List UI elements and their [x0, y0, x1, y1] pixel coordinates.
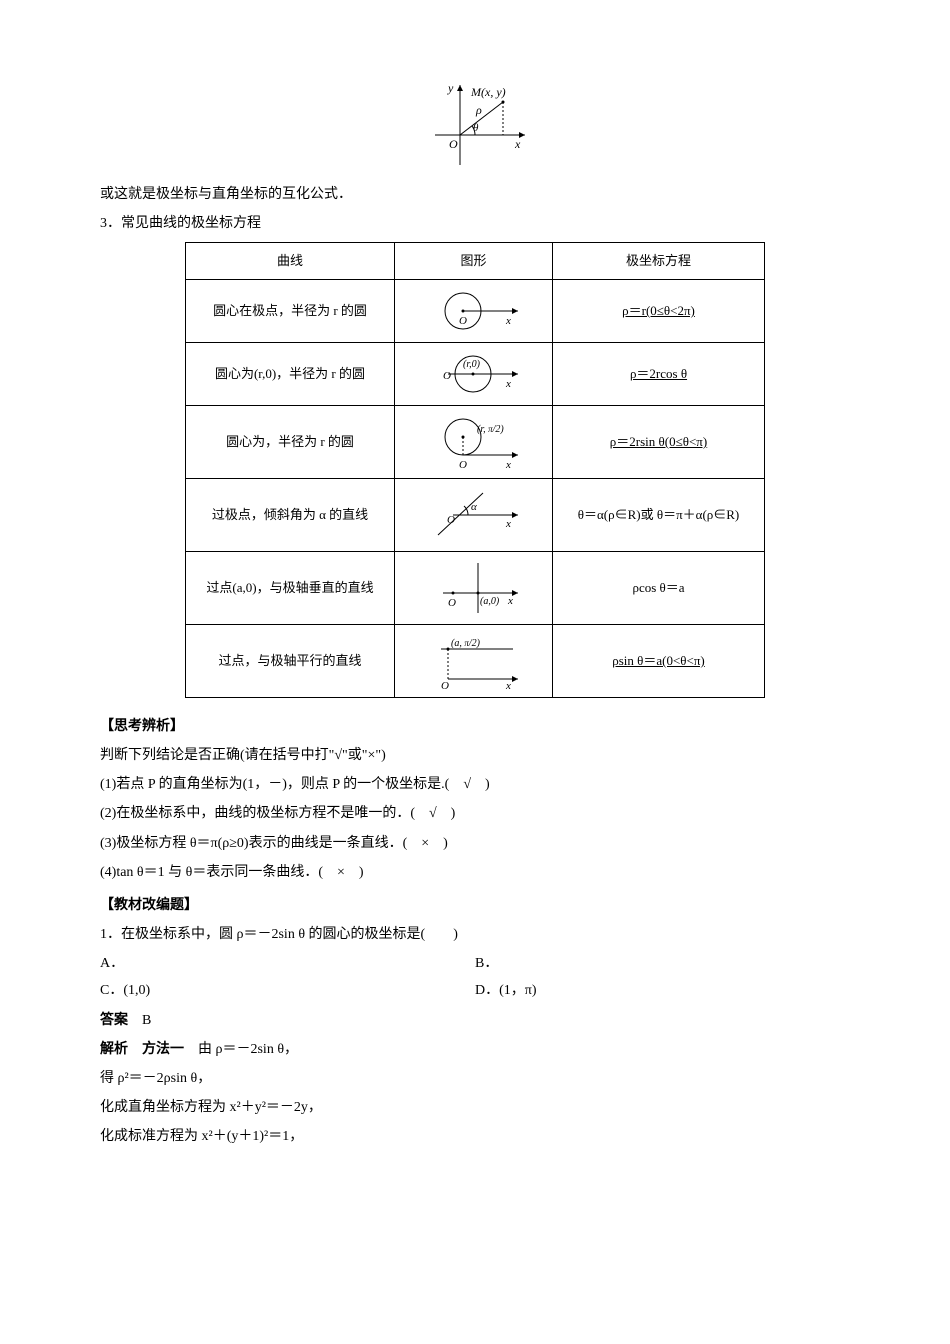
label-M: M(x, y)	[470, 85, 506, 99]
top-figure: M(x, y) ρ θ O x y	[100, 80, 850, 170]
think-item: (1)若点 P 的直角坐标为(1，－)，则点 P 的一个极坐标是.( √ )	[100, 772, 850, 797]
think-item: (4)tan θ＝1 与 θ＝表示同一条曲线．( × )	[100, 860, 850, 885]
choice-row-1: A． B．	[100, 951, 850, 976]
revision-section-title: 【教材改编题】	[100, 893, 850, 918]
table-row: 过极点，倾斜角为 α 的直线 O α x θ＝α(ρ∈R)或 θ＝π＋α(ρ∈R…	[186, 478, 765, 551]
label-y: y	[447, 81, 454, 95]
svg-text:x: x	[505, 518, 511, 530]
horizontal-line-icon: (a, π/2) O x	[423, 631, 523, 691]
table-row: 圆心为，半径为 r 的圆 O (r, π/2) x ρ＝2rsin θ(0≤θ<…	[186, 405, 765, 478]
row-equation: ρ＝2rcos θ	[630, 366, 687, 381]
row-curve-label: 过点，与极轴平行的直线	[218, 653, 361, 668]
circle-at-pole-icon: O x	[423, 286, 523, 336]
svg-text:x: x	[505, 459, 511, 471]
row-curve-label: 圆心为，半径为 r 的圆	[226, 434, 354, 449]
row-equation: ρ＝r(0≤θ<2π)	[622, 303, 695, 318]
svg-text:(a,0): (a,0)	[480, 596, 500, 607]
think-section-title: 【思考辨析】	[100, 714, 850, 739]
svg-text:x: x	[505, 680, 511, 691]
choice-A: A．	[100, 951, 475, 976]
table-row: 过点，与极轴平行的直线 (a, π/2) O x ρsin θ＝a(0<θ<π)	[186, 624, 765, 697]
curves-table: 曲线 图形 极坐标方程 圆心在极点，半径为 r 的圆 O x ρ＝r(0≤θ<2…	[185, 242, 765, 697]
svg-text:(r, π/2): (r, π/2)	[477, 424, 504, 435]
svg-text:(r,0): (r,0)	[463, 359, 481, 370]
header-curve: 曲线	[186, 243, 395, 279]
think-item: (3)极坐标方程 θ＝π(ρ≥0)表示的曲线是一条直线．( × )	[100, 831, 850, 856]
answer-line: 答案 B	[100, 1008, 850, 1033]
table-row: 圆心为(r,0)，半径为 r 的圆 O (r,0) x ρ＝2rcos θ	[186, 342, 765, 405]
svg-text:O: O	[448, 597, 456, 609]
svg-text:O: O	[459, 459, 467, 471]
think-item: (2)在极坐标系中，曲线的极坐标方程不是唯一的．( √ )	[100, 801, 850, 826]
svg-text:α: α	[471, 501, 477, 513]
analysis-line: 解析 方法一 由 ρ＝－2sin θ，	[100, 1037, 850, 1062]
header-equation: 极坐标方程	[553, 243, 765, 279]
table-row: 过点(a,0)，与极轴垂直的直线 O (a,0) x ρcos θ＝a	[186, 551, 765, 624]
step-line: 化成标准方程为 x²＋(y＋1)²＝1，	[100, 1124, 850, 1149]
step-line: 化成直角坐标方程为 x²＋y²＝－2y，	[100, 1095, 850, 1120]
row-equation: ρsin θ＝a(0<θ<π)	[612, 653, 705, 668]
row-curve-label: 过点(a,0)，与极轴垂直的直线	[206, 580, 373, 595]
label-rho: ρ	[475, 103, 482, 117]
row-curve-label: 圆心为(r,0)，半径为 r 的圆	[215, 366, 365, 381]
step-line: 得 ρ²＝－2ρsin θ，	[100, 1066, 850, 1091]
polar-cartesian-diagram: M(x, y) ρ θ O x y	[415, 80, 535, 170]
row-equation: ρcos θ＝a	[632, 580, 684, 595]
analysis-text: 由 ρ＝－2sin θ，	[184, 1042, 298, 1057]
line-through-pole-icon: O α x	[423, 485, 523, 545]
vertical-line-icon: O (a,0) x	[423, 558, 523, 618]
choice-B: B．	[475, 951, 850, 976]
analysis-label: 解析 方法一	[100, 1042, 184, 1057]
row-curve-label: 过极点，倾斜角为 α 的直线	[212, 507, 368, 522]
label-theta: θ	[473, 122, 479, 134]
circle-above-axis-icon: O (r, π/2) x	[423, 412, 523, 472]
svg-text:x: x	[505, 378, 511, 390]
think-prompt: 判断下列结论是否正确(请在括号中打"√"或"×")	[100, 743, 850, 768]
row-curve-label: 圆心在极点，半径为 r 的圆	[213, 303, 367, 318]
header-figure: 图形	[394, 243, 552, 279]
section-3-title: 3．常见曲线的极坐标方程	[100, 211, 850, 236]
answer-value: B	[128, 1013, 151, 1028]
choice-C: C．(1,0)	[100, 978, 475, 1003]
table-row: 圆心在极点，半径为 r 的圆 O x ρ＝r(0≤θ<2π)	[186, 279, 765, 342]
circle-on-axis-icon: O (r,0) x	[423, 349, 523, 399]
table-header-row: 曲线 图形 极坐标方程	[186, 243, 765, 279]
svg-text:x: x	[505, 315, 511, 327]
svg-text:O: O	[441, 680, 449, 691]
row-equation: ρ＝2rsin θ(0≤θ<π)	[610, 434, 707, 449]
label-x: x	[514, 137, 521, 151]
svg-text:O: O	[447, 514, 455, 526]
intro-text: 或这就是极坐标与直角坐标的互化公式．	[100, 182, 850, 207]
row-equation: θ＝α(ρ∈R)或 θ＝π＋α(ρ∈R)	[578, 507, 740, 522]
label-O: O	[449, 137, 458, 151]
choice-D: D．(1，π)	[475, 978, 850, 1003]
svg-text:O: O	[459, 315, 467, 327]
answer-label: 答案	[100, 1013, 128, 1028]
svg-text:x: x	[507, 595, 513, 607]
svg-text:(a, π/2): (a, π/2)	[451, 638, 481, 649]
svg-text:O: O	[443, 370, 451, 382]
question-1: 1．在极坐标系中，圆 ρ＝－2sin θ 的圆心的极坐标是( )	[100, 922, 850, 947]
choice-row-2: C．(1,0) D．(1，π)	[100, 978, 850, 1003]
